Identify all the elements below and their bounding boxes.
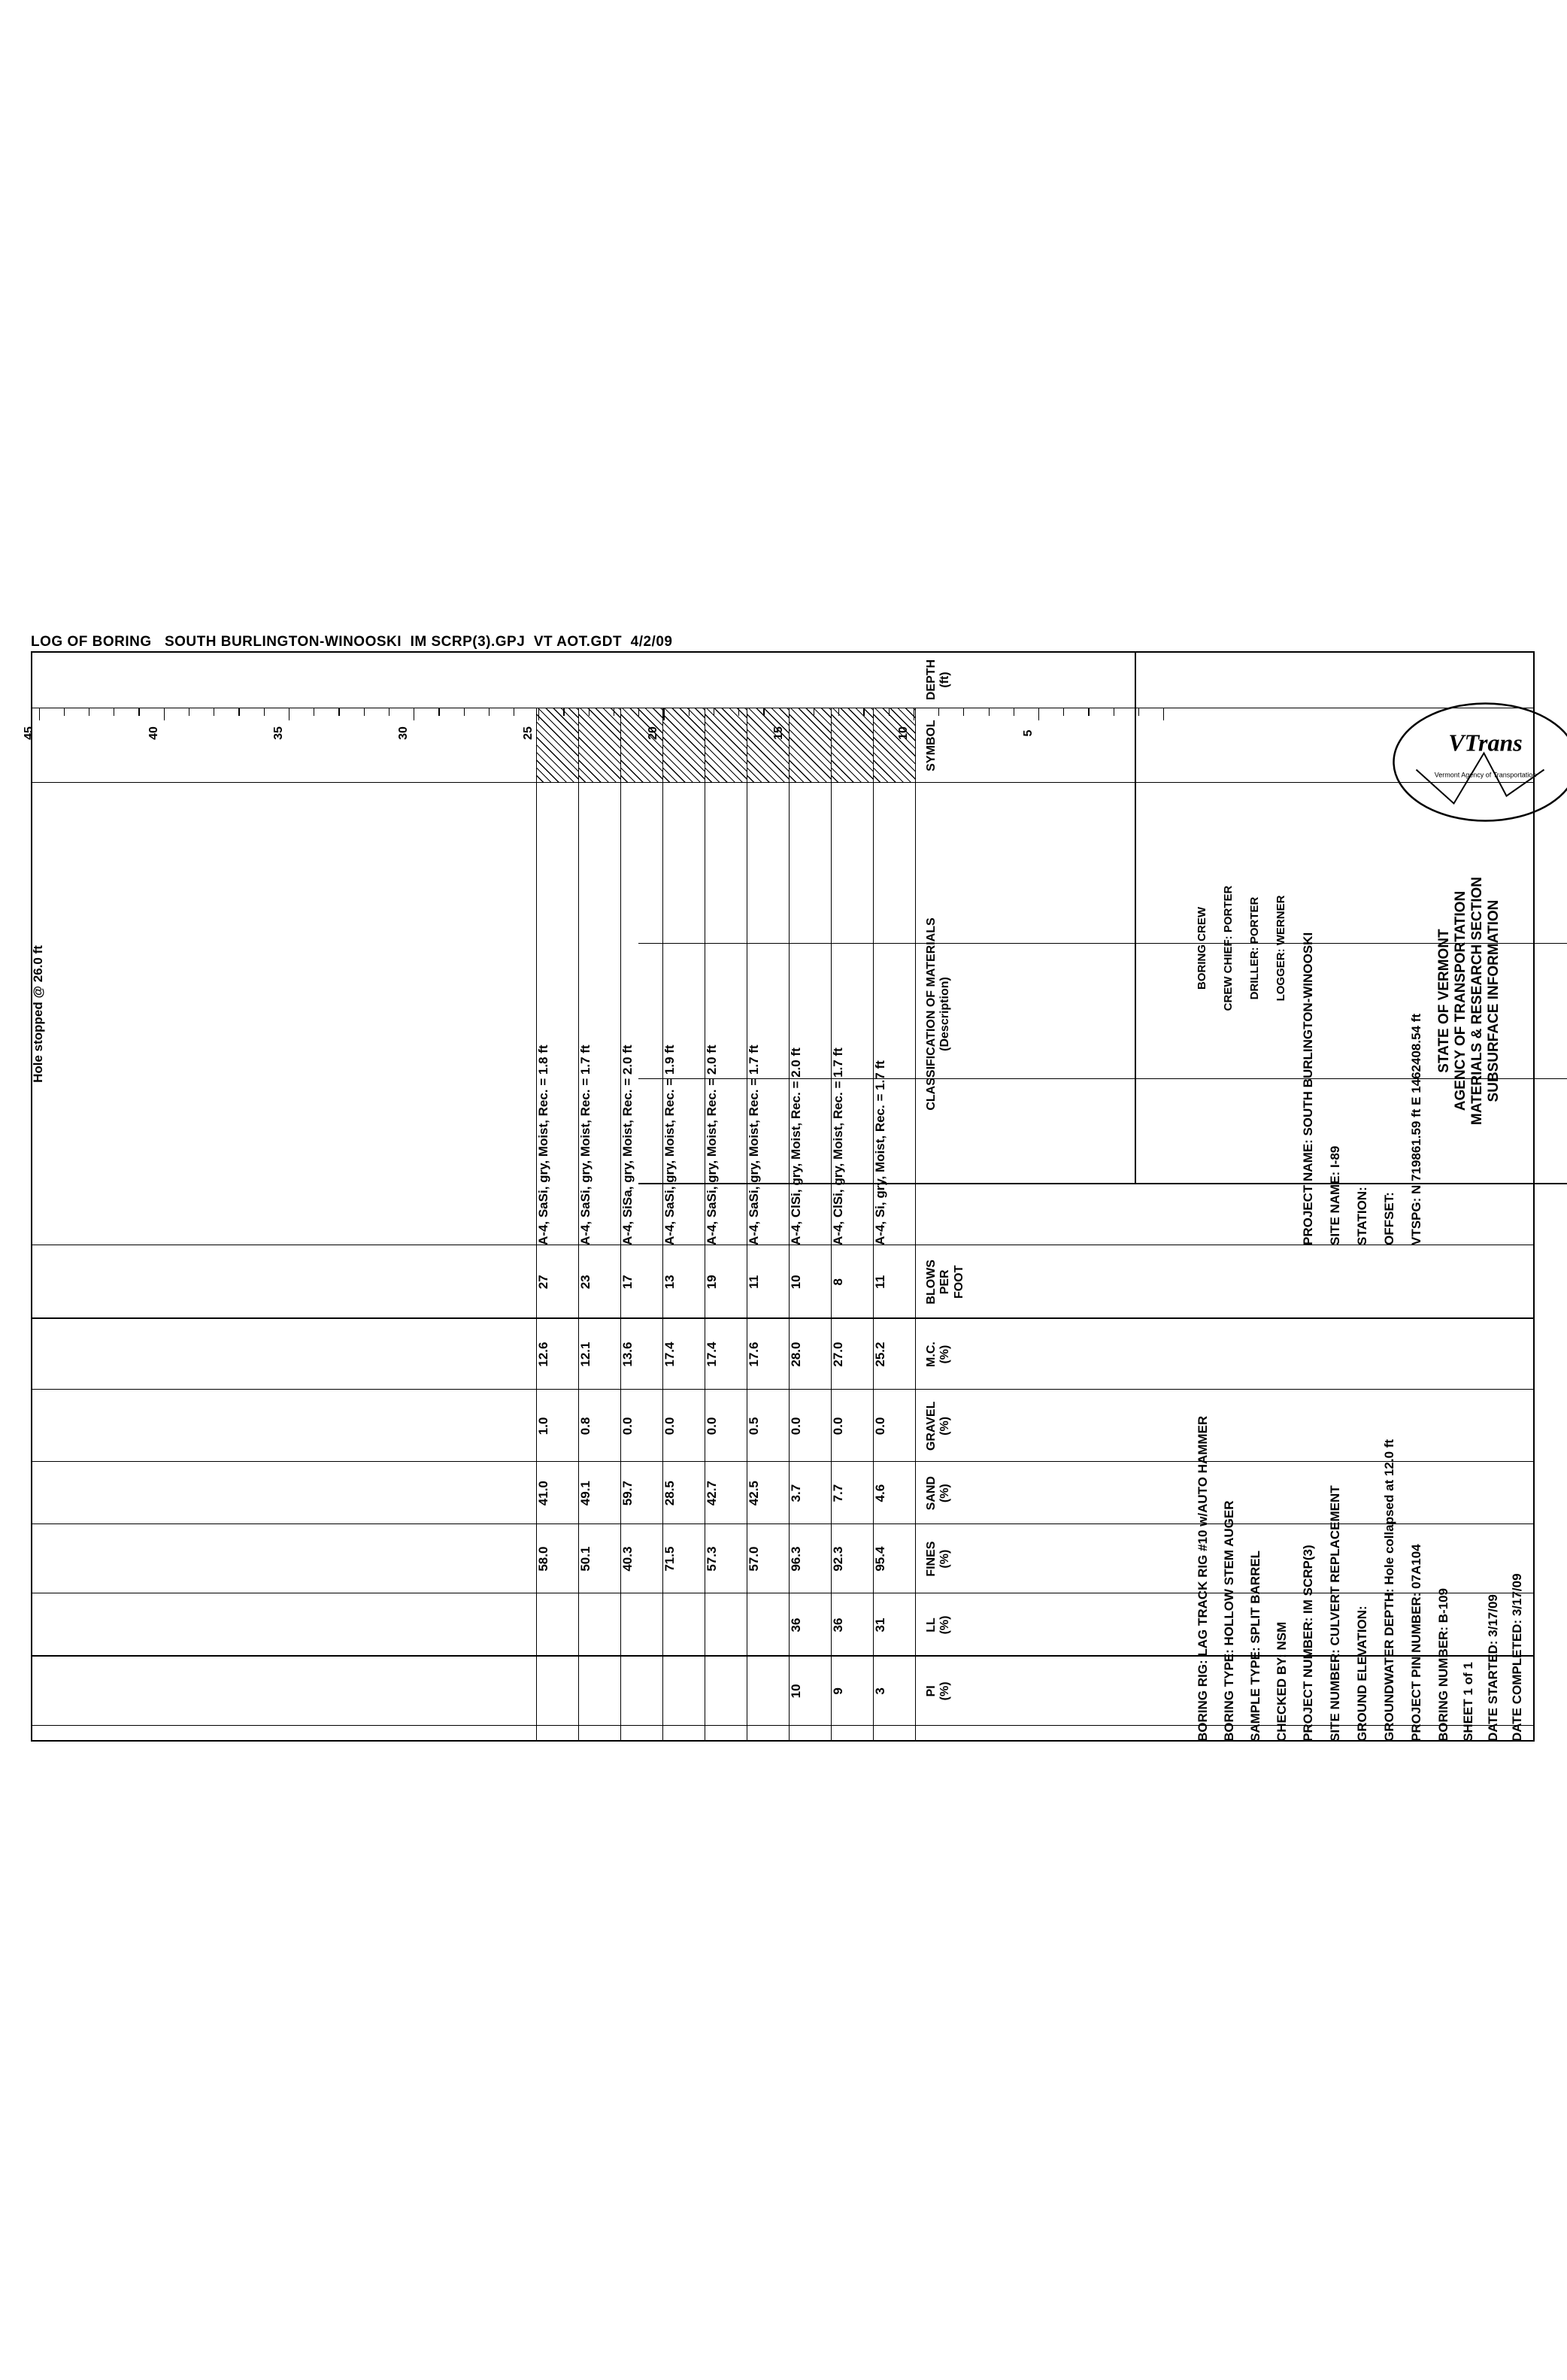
svg-text:Vermont Agency of Transportati: Vermont Agency of Transportation	[1435, 772, 1537, 779]
svg-text:VTrans: VTrans	[1448, 729, 1522, 756]
